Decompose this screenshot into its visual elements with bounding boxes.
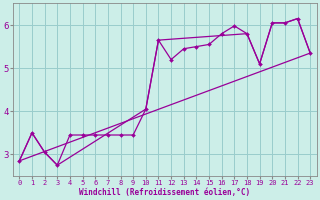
X-axis label: Windchill (Refroidissement éolien,°C): Windchill (Refroidissement éolien,°C) — [79, 188, 250, 197]
